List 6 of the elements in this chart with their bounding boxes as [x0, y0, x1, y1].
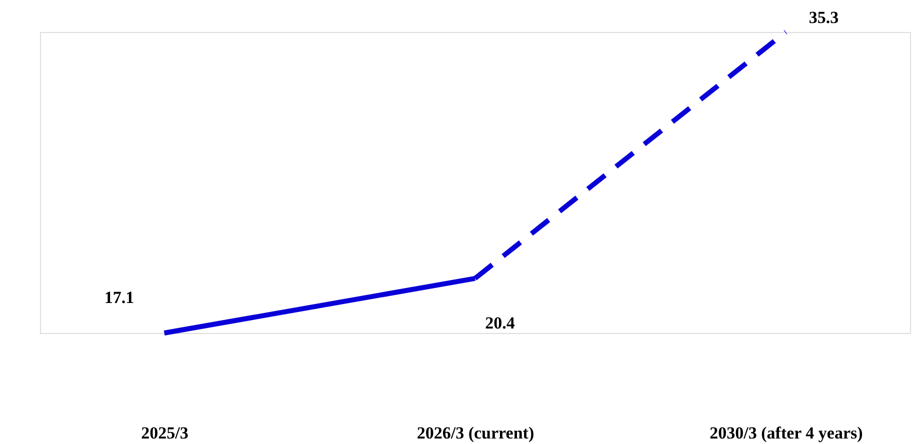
x-tick-label: 2025/3	[141, 424, 188, 442]
x-tick-label: 2026/3 (current)	[416, 424, 534, 442]
x-tick-label: 2030/3 (after 4 years)	[710, 424, 863, 442]
data-label: 20.4	[485, 313, 516, 332]
data-label: 17.1	[104, 288, 134, 307]
data-label: 35.3	[808, 8, 839, 27]
